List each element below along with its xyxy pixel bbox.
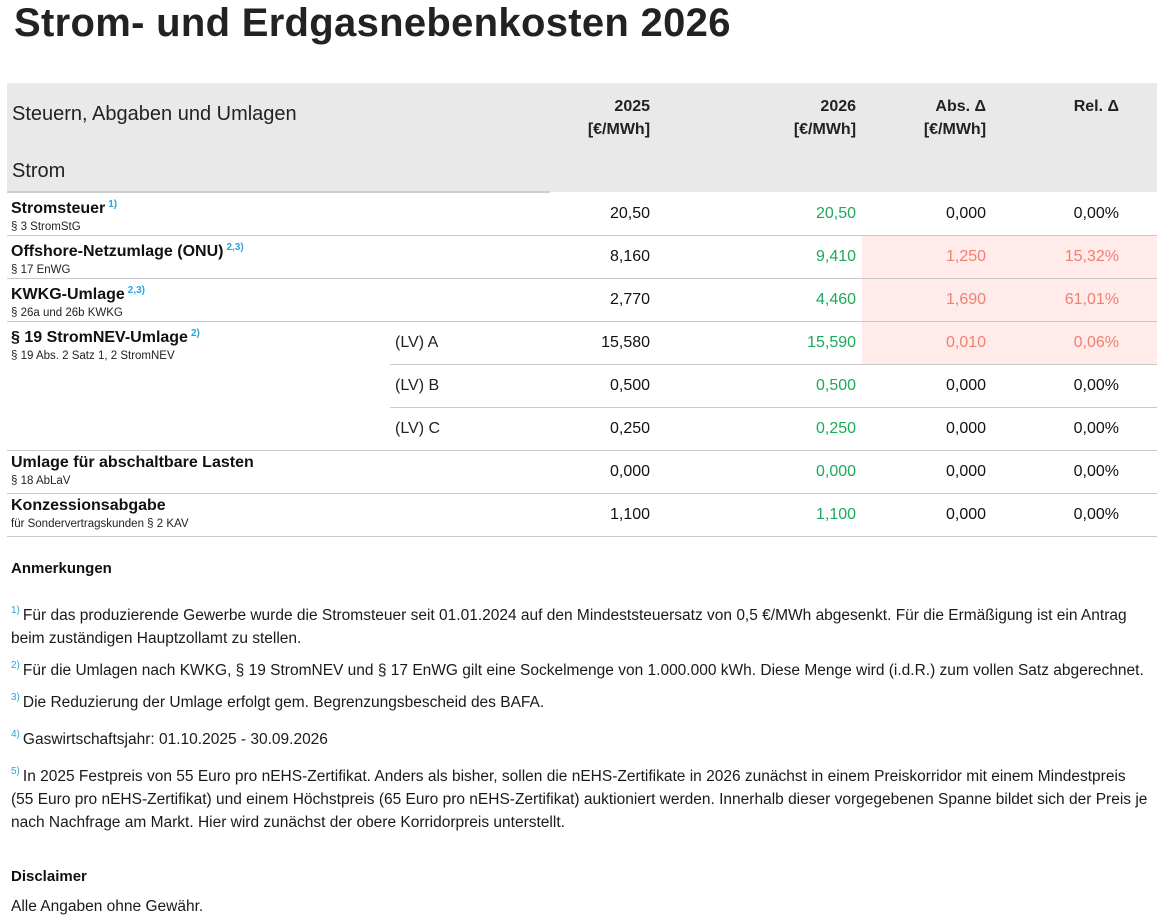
costs-table: Steuern, Abgaben und Umlagen 2025 [€/MWh]… — [7, 83, 1158, 537]
table-row: § 19 StromNEV-Umlage 2) § 19 Abs. 2 Satz 1… — [7, 321, 1158, 451]
abs-delta: 0,000 — [862, 364, 993, 408]
note-item: 4) Gaswirtschaftsjahr: 01.10.2025 - 30.09… — [11, 723, 1151, 751]
note-mark: 3) — [11, 692, 20, 703]
table-row: (LV) B 0,500 0,500 0,000 0,00% — [7, 364, 1158, 408]
row-name: KWKG-Umlage — [11, 286, 125, 303]
value-2026: 4,460 — [652, 278, 863, 322]
table-heading: Steuern, Abgaben und Umlagen — [7, 83, 551, 153]
abs-delta: 1,690 — [862, 278, 993, 322]
variant-label: (LV) A — [390, 321, 551, 365]
value-2025: 15,580 — [550, 321, 653, 365]
disclaimer-section: Disclaimer Alle Angaben ohne Gewähr. — [11, 866, 203, 918]
note-mark: 2) — [11, 660, 20, 671]
row-name: Umlage für abschaltbare Lasten — [11, 454, 254, 471]
row-legal-ref: § 26a und 26b KWKG — [11, 307, 123, 319]
note-text: In 2025 Festpreis von 55 Euro pro nEHS-Z… — [11, 768, 1148, 831]
footnote-ref[interactable]: 2,3) — [127, 285, 146, 296]
rel-delta: 61,01% — [992, 278, 1158, 322]
col-header-rel-delta: Rel. Δ — [992, 83, 1158, 192]
abs-delta: 1,250 — [862, 235, 993, 279]
value-2026: 1,100 — [652, 493, 863, 537]
value-2025: 0,500 — [550, 364, 653, 408]
footnote-ref[interactable]: 1) — [108, 199, 118, 210]
note-item: 3) Die Reduzierung der Umlage erfolgt gem… — [11, 686, 1151, 714]
rel-delta: 0,00% — [992, 450, 1158, 494]
notes-section: Anmerkungen 1) Für das produzierende Gewe… — [11, 558, 1151, 838]
abs-delta: 0,000 — [862, 192, 993, 236]
rel-delta: 0,00% — [992, 407, 1158, 451]
table-row: Stromsteuer 1) § 3 StromStG 20,50 20,50 0,… — [7, 192, 1158, 236]
rel-delta: 0,00% — [992, 192, 1158, 236]
page-title: Strom- und Erdgasnebenkosten 2026 — [14, 1, 731, 45]
header-row: Steuern, Abgaben und Umlagen 2025 [€/MWh]… — [7, 83, 1158, 192]
col-header-2025: 2025 [€/MWh] — [550, 83, 653, 192]
value-2025: 1,100 — [550, 493, 653, 537]
rel-delta: 0,06% — [992, 321, 1158, 365]
value-2026: 9,410 — [652, 235, 863, 279]
note-item: 5) In 2025 Festpreis von 55 Euro pro nEHS… — [11, 760, 1151, 834]
col-header-abs-delta: Abs. Δ [€/MWh] — [862, 83, 993, 192]
table-row: Umlage für abschaltbare Lasten § 18 AbLaV… — [7, 450, 1158, 494]
row-name: Konzessionsabgabe — [11, 497, 166, 514]
value-2025: 0,000 — [550, 450, 653, 494]
table-row: (LV) C 0,250 0,250 0,000 0,00% — [7, 407, 1158, 451]
row-legal-ref: § 3 StromStG — [11, 221, 81, 233]
rel-delta: 0,00% — [992, 493, 1158, 537]
value-2025: 0,250 — [550, 407, 653, 451]
footnote-ref[interactable]: 2,3) — [226, 242, 244, 253]
value-2026: 0,250 — [652, 407, 863, 451]
row-name: Stromsteuer — [11, 200, 106, 217]
disclaimer-text: Alle Angaben ohne Gewähr. — [11, 898, 204, 915]
value-2025: 8,160 — [550, 235, 653, 279]
value-2025: 2,770 — [550, 278, 653, 322]
row-legal-ref: für Sondervertragskunden § 2 KAV — [11, 518, 189, 530]
note-mark: 5) — [11, 766, 20, 777]
note-mark: 1) — [11, 605, 20, 616]
row-name: § 19 StromNEV-Umlage — [11, 329, 188, 346]
row-legal-ref: § 17 EnWG — [11, 264, 71, 276]
row-legal-ref: § 18 AbLaV — [11, 475, 71, 487]
value-2026: 0,000 — [652, 450, 863, 494]
note-text: Für die Umlagen nach KWKG, § 19 StromNEV… — [22, 662, 1144, 679]
note-text: Die Reduzierung der Umlage erfolgt gem. … — [22, 694, 545, 711]
note-item: 2) Für die Umlagen nach KWKG, § 19 StromN… — [11, 654, 1151, 682]
row-name: Offshore-Netzumlage (ONU) — [11, 243, 224, 260]
notes-heading: Anmerkungen — [11, 560, 112, 577]
section-title-strom: Strom — [7, 153, 551, 193]
note-text: Gaswirtschaftsjahr: 01.10.2025 - 30.09.2… — [22, 731, 328, 748]
value-2026: 15,590 — [652, 321, 863, 365]
note-text: Für das produzierende Gewerbe wurde die … — [11, 607, 1127, 647]
abs-delta: 0,000 — [862, 450, 993, 494]
footnote-ref[interactable]: 2) — [190, 328, 200, 339]
note-item: 1) Für das produzierende Gewerbe wurde di… — [11, 599, 1151, 650]
rel-delta: 15,32% — [992, 235, 1158, 279]
abs-delta: 0,000 — [862, 407, 993, 451]
table-row: Offshore-Netzumlage (ONU) 2,3) § 17 EnWG 8… — [7, 235, 1158, 279]
row-legal-ref: § 19 Abs. 2 Satz 1, 2 StromNEV — [11, 350, 175, 362]
variant-label: (LV) C — [390, 407, 551, 451]
disclaimer-heading: Disclaimer — [11, 868, 87, 885]
abs-delta: 0,000 — [862, 493, 993, 537]
note-mark: 4) — [11, 729, 20, 740]
value-2026: 0,500 — [652, 364, 863, 408]
value-2026: 20,50 — [652, 192, 863, 236]
variant-label: (LV) B — [390, 364, 551, 408]
table-row: KWKG-Umlage 2,3) § 26a und 26b KWKG 2,770 … — [7, 278, 1158, 322]
table-row: Konzessionsabgabe für Sondervertragskunde… — [7, 493, 1158, 537]
rel-delta: 0,00% — [992, 364, 1158, 408]
value-2025: 20,50 — [550, 192, 653, 236]
col-header-2026: 2026 [€/MWh] — [652, 83, 863, 192]
abs-delta: 0,010 — [862, 321, 993, 365]
